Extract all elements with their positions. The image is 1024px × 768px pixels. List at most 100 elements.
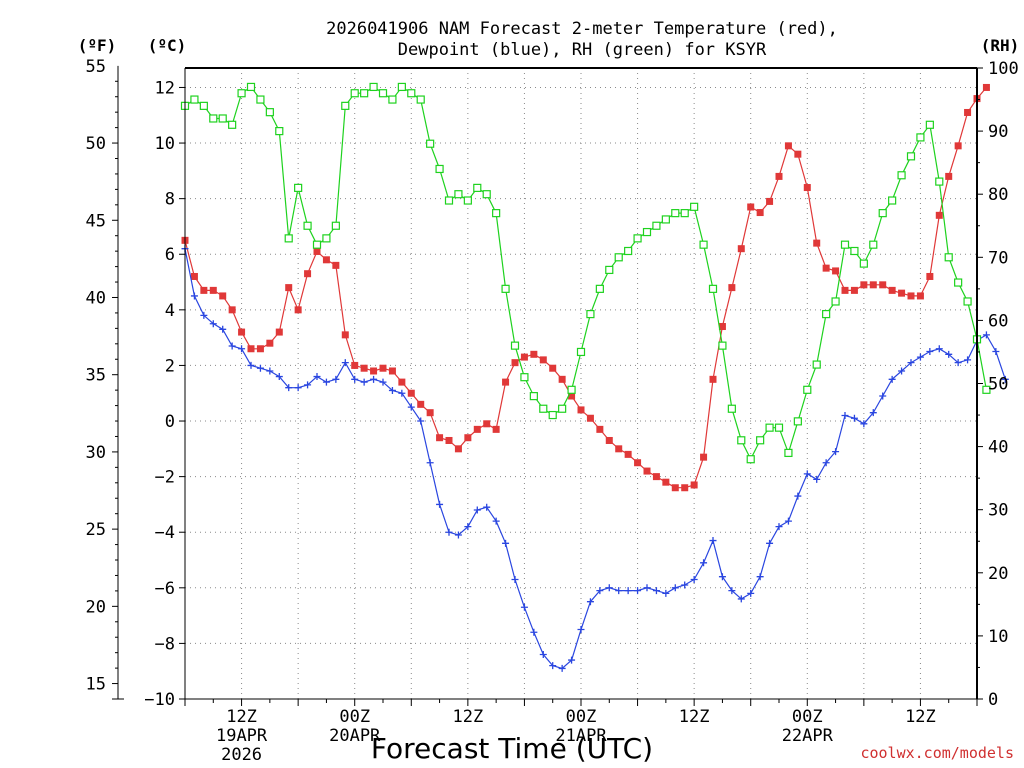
temperature-point — [586, 414, 594, 422]
credit-text: coolwx.com/models — [860, 744, 1014, 762]
dewpoint-point — [1001, 375, 1009, 383]
rh-point — [982, 385, 991, 394]
temperature-point — [558, 375, 566, 383]
dewpoint-point — [417, 417, 425, 425]
dewpoint-point — [341, 359, 349, 367]
rh-point — [888, 196, 897, 205]
rh-tick-label: 20 — [988, 564, 1008, 584]
dewpoint-point — [502, 539, 510, 547]
rh-point — [642, 227, 652, 237]
rh-point — [520, 373, 529, 382]
temperature-point — [417, 400, 425, 408]
rh-point — [633, 234, 642, 243]
dewpoint-point — [473, 506, 481, 514]
x-tick-label: 00Z — [339, 707, 370, 727]
dewpoint-point — [596, 587, 604, 595]
rh-tick-label: 0 — [988, 690, 998, 710]
dewpoint-point — [643, 584, 651, 592]
dewpoint-point — [483, 503, 491, 511]
rh-point — [954, 278, 963, 287]
rh-point — [803, 385, 812, 394]
rh-point — [463, 196, 472, 205]
temperature-point — [662, 478, 670, 486]
dewpoint-point — [436, 500, 444, 508]
temperature-point — [775, 172, 783, 180]
temperature-point — [379, 364, 387, 372]
dewpoint-point — [681, 581, 689, 589]
rh-point — [680, 209, 689, 218]
rh-point — [718, 341, 727, 350]
temperature-point — [643, 467, 651, 475]
series-dewpoint — [181, 245, 1009, 672]
rh-point — [444, 196, 454, 205]
dewpoint-point — [907, 359, 915, 367]
rh-tick-label: 100 — [988, 59, 1019, 79]
dewpoint-point — [256, 364, 264, 372]
temperature-point — [747, 203, 755, 211]
temperature-point — [605, 436, 613, 444]
rh-point — [699, 240, 708, 249]
temperature-point — [539, 356, 547, 364]
rh-point — [661, 215, 670, 224]
rh-point — [256, 95, 265, 104]
rh-point — [284, 234, 293, 243]
rh-point — [831, 297, 840, 306]
celsius-tick-label: 10 — [155, 134, 175, 154]
dewpoint-point — [313, 373, 321, 381]
temperature-point — [285, 284, 293, 292]
dewpoint-point — [407, 403, 415, 411]
temperature-point — [766, 197, 774, 205]
temperature-point — [351, 361, 359, 369]
temperature-point — [652, 473, 660, 481]
dewpoint-point — [190, 292, 198, 300]
rh-point — [378, 89, 388, 98]
rh-point — [624, 246, 633, 256]
temperature-point — [549, 364, 557, 372]
rh-point — [774, 423, 784, 432]
x-year-label: 2026 — [221, 745, 262, 765]
temperature-point — [445, 436, 453, 444]
rh-point — [916, 133, 925, 142]
rh-point — [727, 404, 736, 413]
dewpoint-point — [294, 384, 302, 392]
rh-point — [671, 209, 680, 218]
dewpoint-point — [539, 651, 547, 659]
rh-point — [218, 114, 227, 123]
temperature-point — [304, 270, 312, 278]
temperature-point — [454, 445, 462, 453]
rh-point — [246, 82, 256, 92]
temperature-point — [832, 267, 840, 275]
temperature-point — [209, 286, 217, 294]
temperature-point — [926, 272, 934, 280]
rh-point — [265, 108, 274, 117]
rh-tick-label: 10 — [988, 627, 1008, 647]
dewpoint-point — [954, 359, 962, 367]
celsius-tick-label: −2 — [155, 468, 175, 488]
temperature-point — [464, 434, 472, 442]
rh-unit-label: (RH) — [981, 36, 1020, 55]
dewpoint-point — [549, 662, 557, 670]
celsius-tick-label: 0 — [165, 412, 175, 432]
dewpoint-point — [577, 626, 585, 634]
rh-point — [756, 436, 765, 445]
rh-point — [708, 284, 718, 293]
x-tick-label: 00Z — [792, 707, 823, 727]
dewpoint-point — [728, 587, 736, 595]
temperature-point — [681, 484, 689, 492]
dewpoint-point — [615, 587, 623, 595]
temperature-point — [671, 484, 679, 492]
x-date-label: 22APR — [782, 726, 834, 746]
rh-point — [322, 234, 331, 243]
rh-point — [944, 253, 953, 262]
fahrenheit-unit-label: (ºF) — [78, 36, 117, 55]
rh-point — [199, 101, 208, 110]
temperature-point — [700, 453, 708, 461]
dewpoint-point — [747, 589, 755, 597]
temperature-point — [228, 306, 236, 314]
rh-point — [416, 95, 425, 104]
x-date-label: 20APR — [329, 726, 381, 746]
temperature-point — [473, 425, 481, 433]
rh-point — [397, 82, 406, 92]
dewpoint-point — [209, 320, 217, 328]
